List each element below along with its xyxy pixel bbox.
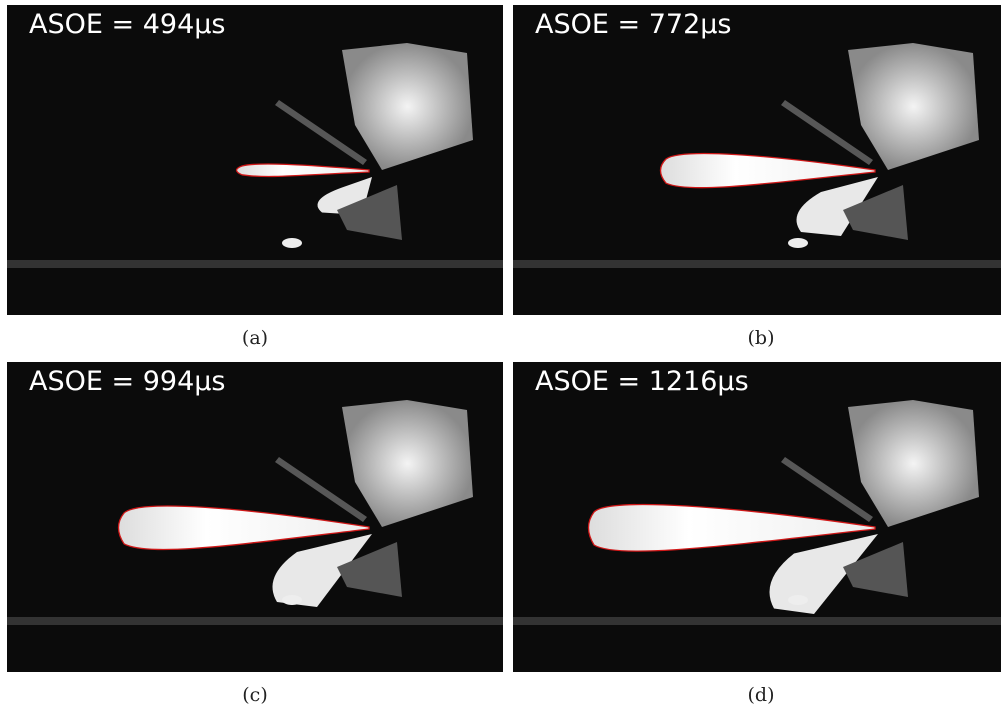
caption: (c) <box>7 684 503 706</box>
photo <box>513 362 1001 672</box>
photo-panel: ASOE = 1216μs <box>513 362 1001 672</box>
caption: (b) <box>513 327 1001 349</box>
figure: ASOE = 494μs (a) ASOE = 772μs (b) ASOE = 994… <box>0 0 1001 718</box>
photo-panel: ASOE = 994μs <box>7 362 503 672</box>
photo <box>513 5 1001 315</box>
spot <box>282 238 302 248</box>
rail <box>7 260 503 268</box>
photo-panel: ASOE = 494μs <box>7 5 503 315</box>
photo <box>7 362 503 672</box>
caption: (a) <box>7 327 503 349</box>
spot <box>788 595 808 605</box>
rail <box>7 617 503 625</box>
panel-label: ASOE = 994μs <box>29 366 226 397</box>
spot <box>788 238 808 248</box>
caption: (d) <box>513 684 1001 706</box>
panel-label: ASOE = 494μs <box>29 9 226 40</box>
rail <box>513 617 1001 625</box>
panel-label: ASOE = 772μs <box>535 9 732 40</box>
photo-panel: ASOE = 772μs <box>513 5 1001 315</box>
spot <box>282 595 302 605</box>
rail <box>513 260 1001 268</box>
photo <box>7 5 503 315</box>
panel-label: ASOE = 1216μs <box>535 366 749 397</box>
